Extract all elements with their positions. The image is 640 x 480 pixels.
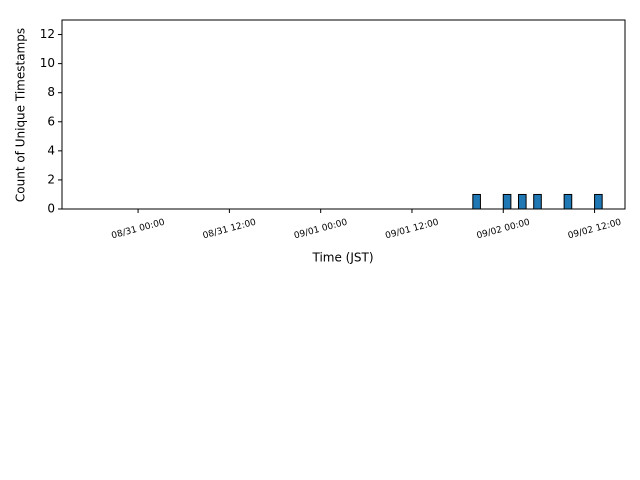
x-tick-label: 08/31 00:00 <box>110 217 166 241</box>
x-tick-label: 09/02 12:00 <box>567 217 623 241</box>
x-axis-label: Time (JST) <box>311 251 373 265</box>
y-tick-label: 0 <box>47 202 55 216</box>
y-tick-label: 8 <box>47 85 55 99</box>
bar <box>563 193 573 210</box>
plot-frame <box>61 19 626 210</box>
bar <box>533 193 542 210</box>
y-tick-label: 10 <box>40 56 55 70</box>
x-tick-label: 09/01 00:00 <box>293 217 349 241</box>
y-tick-label: 6 <box>47 114 55 128</box>
x-tick-label: 09/01 12:00 <box>384 217 440 241</box>
y-axis-label: Count of Unique Timestamps <box>14 28 28 202</box>
bar <box>594 193 603 210</box>
x-tick-label: 08/31 12:00 <box>202 217 258 241</box>
x-tick-label: 09/02 00:00 <box>476 217 532 241</box>
y-tick-label: 2 <box>47 172 55 186</box>
y-tick-label: 12 <box>40 27 55 41</box>
bar <box>502 193 512 210</box>
bar <box>517 193 527 210</box>
y-tick-label: 4 <box>47 143 55 157</box>
bar <box>472 193 481 210</box>
